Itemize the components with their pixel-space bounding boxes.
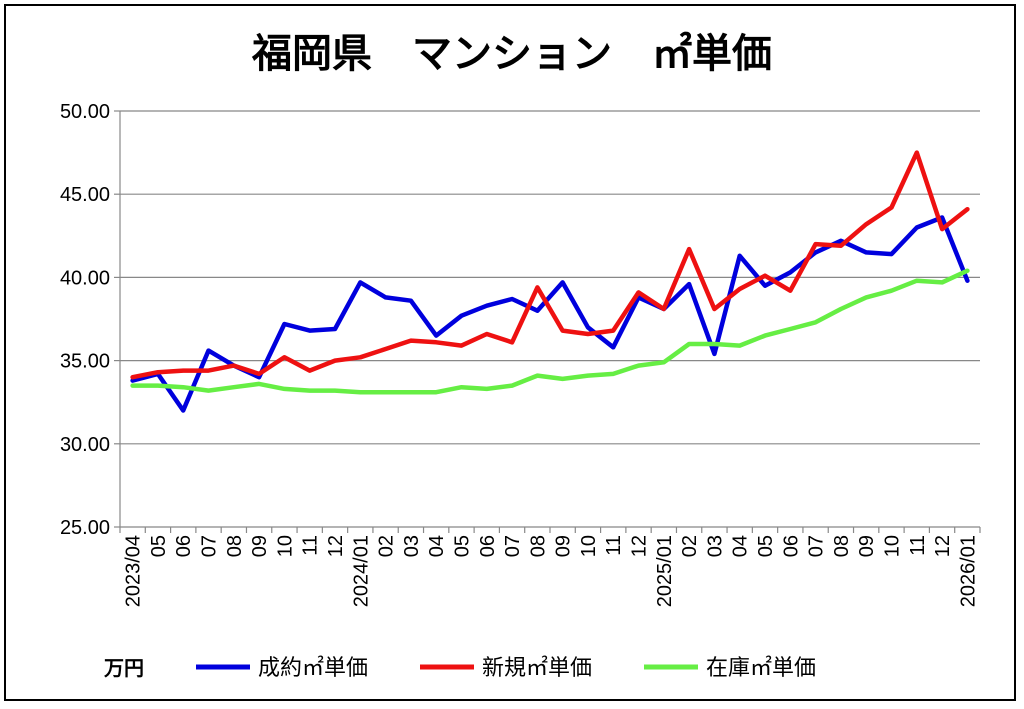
y-tick-label: 35.00 [60,351,110,373]
x-tick-label: 05 [755,535,777,557]
x-tick-label: 09 [553,535,575,557]
x-tick-label: 08 [224,535,246,557]
x-tick-label: 2023/04 [123,535,145,607]
y-tick-label: 50.00 [60,101,110,123]
grid-lines [120,110,980,445]
chart-frame [4,4,1016,701]
x-tick-label: 04 [730,535,752,557]
x-tick-label: 03 [704,535,726,557]
x-tick-label: 2026/01 [957,535,979,607]
chart-title: 福岡県 マンション ㎡単価 [251,31,772,77]
x-tick-label: 05 [451,535,473,557]
legend-label: 在庫㎡単価 [706,655,816,681]
y-tick-label: 25.00 [60,517,110,539]
x-tick-label: 06 [173,535,195,557]
x-tick-label: 08 [831,535,853,557]
x-tick-label: 10 [578,535,600,557]
x-tick-label: 12 [325,535,347,557]
x-tick-label: 08 [527,535,549,557]
x-tick-label: 2024/01 [350,535,372,607]
series-line [130,268,970,395]
y-tick-label: 45.00 [60,184,110,206]
x-tick-label: 11 [907,535,929,556]
x-tick-label: 12 [629,535,651,557]
x-tick-label: 02 [679,535,701,557]
x-tick-label: 07 [806,535,828,557]
series-line [130,150,970,380]
axes [114,110,981,533]
y-tick-label: 40.00 [60,267,110,289]
y-axis-ticks: 25.00 30.00 35.00 40.00 45.00 50.00 [60,101,110,539]
series-lines [130,150,970,413]
x-tick-label: 03 [401,535,423,557]
unit-label: 万円 [103,656,144,680]
legend-label: 成約㎡単価 [258,655,368,681]
x-tick-label: 04 [426,535,448,557]
y-tick-label: 30.00 [60,434,110,456]
x-axis-ticks: 2023/04 05 06 07 08 09 10 11 12 2024/01 02 03 04 05 06… [123,535,980,607]
x-tick-label: 11 [603,535,625,556]
x-tick-label: 10 [881,535,903,557]
x-tick-label: 09 [249,535,271,557]
x-tick-label: 05 [148,535,170,557]
x-tick-label: 07 [199,535,221,557]
x-tick-label: 2025/01 [654,535,676,607]
legend-label: 新規㎡単価 [482,655,592,681]
x-tick-label: 12 [932,535,954,557]
x-tick-label: 06 [477,535,499,557]
x-tick-label: 07 [502,535,524,557]
x-tick-label: 10 [274,535,296,557]
x-tick-label: 06 [780,535,802,557]
legend: 成約㎡単価 新規㎡単価 在庫㎡単価 [196,655,816,681]
x-tick-label: 02 [376,535,398,557]
x-tick-label: 09 [856,535,878,557]
x-tick-label: 11 [300,535,322,556]
